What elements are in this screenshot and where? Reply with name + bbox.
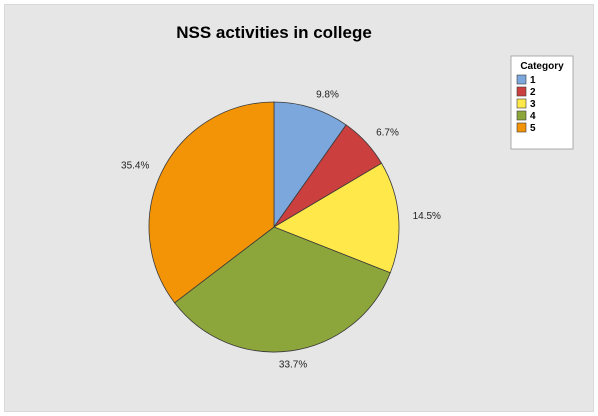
pie-label-4: 33.7%: [279, 360, 307, 371]
legend-swatch-2: [516, 86, 527, 97]
legend-swatch-3: [516, 98, 527, 109]
chart-title: NSS activities in college: [176, 23, 372, 42]
legend-swatch-5: [516, 122, 527, 133]
legend-label-2: 2: [530, 87, 536, 98]
pie-slices: [148, 101, 400, 353]
pie-label-1: 9.8%: [316, 90, 339, 101]
legend-swatch-4: [516, 110, 527, 121]
pie-label-2: 6.7%: [376, 128, 399, 139]
legend-label-3: 3: [530, 99, 536, 110]
pie-label-5: 35.4%: [121, 160, 149, 171]
legend-title: Category: [520, 61, 564, 72]
pie-slice-1: [273, 101, 347, 229]
pie-slice-5: [148, 101, 275, 304]
pie-label-3: 14.5%: [413, 211, 441, 222]
pie-slice-4: [174, 226, 391, 353]
pie-labels: 9.8% 6.7% 14.5% 33.7% 35.4%: [121, 90, 441, 371]
legend-swatch-1: [516, 74, 527, 85]
legend-label-1: 1: [530, 75, 536, 86]
pie-slice-3: [273, 162, 400, 274]
legend-label-5: 5: [530, 123, 536, 134]
legend-label-4: 4: [530, 111, 536, 122]
